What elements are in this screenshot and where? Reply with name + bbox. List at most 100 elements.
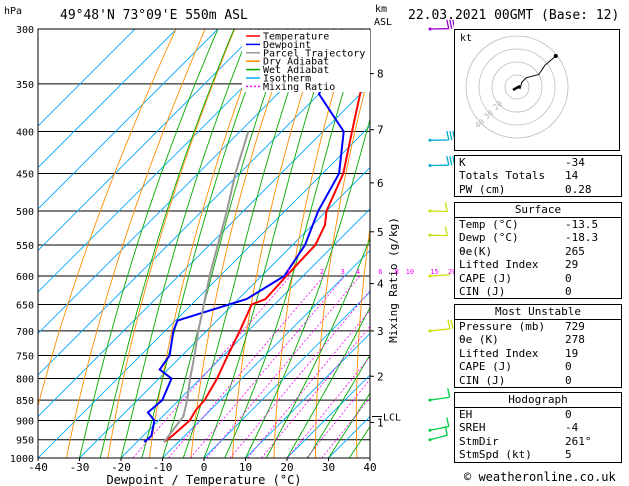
x-tick-label: -40 xyxy=(28,461,48,474)
isotherm-line xyxy=(369,457,370,458)
wind-barb-base xyxy=(428,233,432,237)
x-tick-label: 40 xyxy=(363,461,376,474)
wind-barb-feather xyxy=(452,19,454,29)
hodograph-end-point xyxy=(553,54,558,58)
wind-barb-feather xyxy=(446,417,450,427)
mixing-ratio-label: 3 xyxy=(341,268,345,276)
pressure-tick-label: 450 xyxy=(16,169,34,180)
wind-barb-feather xyxy=(449,19,453,29)
wind-barb-base xyxy=(428,209,432,213)
stat-row: Lifted Index 19 xyxy=(459,346,579,360)
mixing-ratio-label: 15 xyxy=(430,268,438,276)
isotherm-line xyxy=(120,208,370,458)
isotherm-line xyxy=(38,29,260,252)
km-label: km xyxy=(375,4,388,15)
wet-adiabat-line xyxy=(182,29,311,458)
stat-row: StmDir 261° xyxy=(459,434,592,448)
stat-row: CAPE (J) 0 xyxy=(459,360,572,374)
stat-row: Temp (°C) -13.5 xyxy=(459,218,599,231)
wet-adiabat-line xyxy=(265,236,370,458)
mixing-ratio-label: 8 xyxy=(395,268,399,276)
pressure-tick-label: 300 xyxy=(16,25,34,36)
x-tick-label: 0 xyxy=(201,461,208,474)
isotherm-line xyxy=(79,166,370,458)
totals-totals-row: Totals Totals 14 xyxy=(459,169,579,183)
wind-barb-staff xyxy=(429,396,450,401)
wind-barb xyxy=(428,202,448,213)
stat-row: θe(K) 265 xyxy=(459,244,585,258)
x-tick-label: -20 xyxy=(111,461,131,474)
legend-background xyxy=(242,30,370,92)
mixing-ratio-axis-label: Mixing Ratio (g/kg) xyxy=(387,217,400,343)
wet-adiabat-line xyxy=(286,306,370,458)
wind-barb-feather xyxy=(444,226,448,236)
km-tick-label: 1 xyxy=(377,416,384,429)
hodograph-unit: kt xyxy=(460,33,472,44)
series-parcel-trajectory xyxy=(163,131,250,443)
pw-row: PW (cm) 0.28 xyxy=(459,182,592,196)
x-tick-label: 30 xyxy=(322,461,335,474)
pressure-tick-label: 700 xyxy=(16,327,34,338)
km-tick-label: 7 xyxy=(377,124,384,137)
pressure-tick-label: 950 xyxy=(16,436,34,447)
wind-barb-staff xyxy=(429,328,451,332)
mixing-ratio-line xyxy=(190,275,346,458)
hodograph-trace xyxy=(516,55,557,90)
isotherm-line xyxy=(38,29,136,127)
stat-row: Lifted Index 29 xyxy=(459,258,579,272)
hodograph-stats-title: Hodograph xyxy=(455,393,621,408)
wet-adiabat-line xyxy=(141,29,270,458)
hpa-label: hPa xyxy=(4,6,23,17)
pressure-tick-label: 550 xyxy=(16,241,34,252)
wind-barb xyxy=(428,19,454,31)
wind-barb-base xyxy=(428,163,432,167)
pressure-tick-label: 650 xyxy=(16,301,34,312)
pressure-tick-label: 400 xyxy=(16,128,34,139)
km-tick-label: 4 xyxy=(377,278,384,291)
hodograph-stats-panel: Hodograph EH 0 SREH -4 StmDir 261° StmSpd (kt)… xyxy=(454,392,622,463)
isotherm-line xyxy=(38,83,370,418)
mixing-ratio-line xyxy=(168,275,325,458)
stat-row: Dewp (°C) -18.3 xyxy=(459,231,599,245)
isotherm-line xyxy=(38,29,219,210)
skewt-chart: 3003504004505005506006507007508008509009… xyxy=(10,19,454,486)
wet-adiabat-line xyxy=(203,29,335,458)
pressure-tick-label: 500 xyxy=(16,207,34,218)
mixing-ratio-line xyxy=(306,378,370,458)
stat-row: Pressure (mb) 729 xyxy=(459,320,585,333)
wind-barb-feather xyxy=(446,156,450,166)
wet-adiabat-line xyxy=(120,29,252,458)
mixing-ratio-label: 2 xyxy=(320,268,324,276)
pressure-tick-label: 750 xyxy=(16,351,34,362)
x-tick-label: 20 xyxy=(280,461,293,474)
k-index-row: K -34 xyxy=(459,156,585,169)
stat-row: θe (K) 278 xyxy=(459,333,585,347)
wet-adiabat-line xyxy=(99,29,235,458)
wet-adiabat-line xyxy=(391,29,454,458)
wind-barb-feather xyxy=(446,130,450,141)
mixing-ratio-label: 1 xyxy=(286,268,290,276)
wet-adiabat-line xyxy=(348,425,370,458)
mixing-ratio-label: 6 xyxy=(378,268,382,276)
wind-barb xyxy=(428,130,454,142)
datetime-title: 22.03.2021 00GMT (Base: 12) xyxy=(408,8,620,23)
isotherm-line xyxy=(203,291,370,458)
pressure-tick-label: 800 xyxy=(16,374,34,385)
x-tick-label: -10 xyxy=(153,461,173,474)
stat-row: CIN (J) 0 xyxy=(459,284,572,298)
legend-label: Parcel Trajectory xyxy=(263,48,365,59)
isotherm-line xyxy=(286,374,370,458)
surface-panel: Surface Temp (°C) -13.5 Dewp (°C) -18.3 θe(K… xyxy=(454,202,622,300)
dry-adiabat-line xyxy=(273,29,353,458)
series-temperature xyxy=(163,65,370,443)
pressure-tick-label: 900 xyxy=(16,416,34,427)
km-tick-label: 2 xyxy=(377,370,384,383)
isotherm-line xyxy=(38,29,343,335)
wind-barb-feather xyxy=(449,156,453,166)
wet-adiabat-line xyxy=(79,29,219,458)
isotherm-line xyxy=(38,125,370,458)
km-tick-label: 5 xyxy=(377,226,384,239)
km-tick-label: 6 xyxy=(377,177,384,190)
wind-barb-feather xyxy=(450,319,454,330)
